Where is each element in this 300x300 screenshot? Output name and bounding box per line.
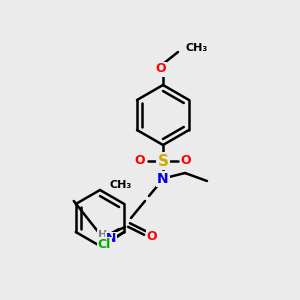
Text: CH₃: CH₃: [110, 180, 132, 190]
Text: Cl: Cl: [98, 238, 111, 250]
Text: N: N: [157, 172, 169, 186]
Text: O: O: [181, 154, 191, 167]
Text: CH₃: CH₃: [185, 43, 207, 53]
Text: N: N: [106, 232, 116, 245]
Text: O: O: [147, 230, 157, 244]
Text: H: H: [98, 230, 108, 240]
Text: S: S: [158, 154, 169, 169]
Text: O: O: [156, 62, 166, 76]
Text: O: O: [135, 154, 145, 167]
